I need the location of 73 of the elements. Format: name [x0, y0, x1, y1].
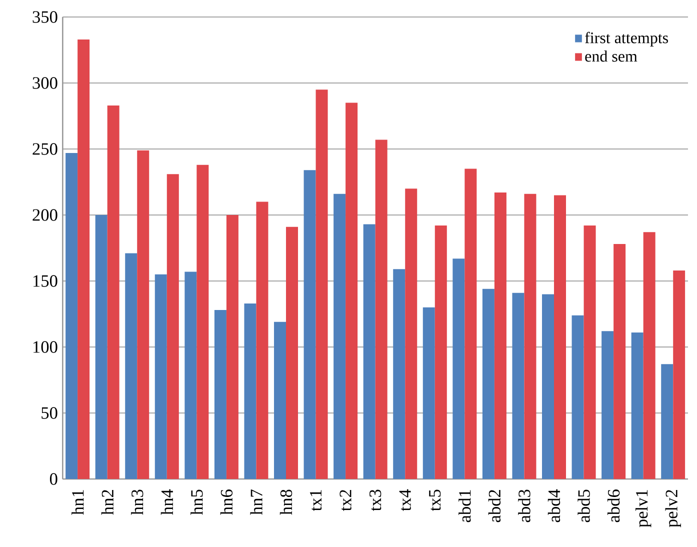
bar: [78, 39, 90, 479]
bar: [554, 195, 566, 479]
x-tick-label: tx1: [310, 490, 322, 512]
bar: [274, 322, 286, 479]
y-tick-label: 150: [33, 275, 58, 287]
bar: [643, 232, 656, 479]
bar: [452, 258, 465, 479]
y-tick-label: 350: [32, 11, 58, 23]
bar: [226, 215, 238, 479]
bar: [464, 168, 477, 479]
bar: [196, 164, 209, 479]
bar: [542, 294, 554, 479]
x-tick-label: abd1: [458, 490, 471, 522]
bar: [66, 152, 78, 479]
x-tick-label: pelv2: [665, 490, 681, 528]
bar: [584, 226, 596, 479]
y-tick-label: 250: [32, 143, 58, 155]
y-tick-label: 0: [50, 473, 58, 485]
x-tick-label: tx4: [399, 489, 411, 512]
x-tick-label: abd5: [578, 490, 590, 522]
x-tick-label: hn1: [72, 490, 84, 515]
bar: [286, 226, 298, 479]
x-tick-label: pelv1: [635, 490, 652, 528]
bar: [434, 226, 447, 479]
bar: [166, 174, 179, 479]
bar: [482, 288, 494, 479]
bar: [214, 310, 226, 479]
bar: [316, 90, 328, 479]
bar: [494, 192, 506, 479]
bar: [524, 194, 536, 479]
bar: [405, 188, 418, 479]
bar: [363, 224, 376, 479]
x-tick-label: tx2: [340, 490, 352, 512]
bar: [512, 292, 524, 479]
x-tick-label: hn6: [220, 490, 233, 515]
bar: [673, 270, 686, 479]
x-tick-label: hn2: [101, 490, 114, 515]
x-tick-label: abd2: [488, 490, 501, 522]
bar: [572, 315, 584, 479]
bar: [375, 140, 388, 479]
x-tick-label: abd6: [607, 490, 620, 522]
bar: [125, 253, 138, 479]
x-tick-label: hn8: [280, 490, 292, 515]
bar: [346, 102, 358, 479]
legend-label: first attempts: [585, 32, 668, 47]
x-tick-label: tx3: [370, 490, 382, 512]
bar: [393, 269, 406, 479]
x-tick-label: hn7: [250, 490, 262, 515]
x-tick-label: hn4: [160, 489, 173, 515]
bar: [602, 331, 614, 479]
bar: [107, 105, 120, 479]
bar: [334, 194, 346, 479]
bar: [154, 274, 167, 479]
bar: [661, 364, 674, 479]
x-tick-label: hn3: [131, 490, 144, 515]
bar: [184, 272, 197, 479]
legend-label: end sem: [585, 50, 638, 62]
bar: [614, 244, 626, 479]
bar: [256, 202, 268, 479]
x-tick-label: tx5: [429, 490, 441, 512]
bar: [244, 303, 256, 479]
y-tick-label: 200: [32, 209, 58, 221]
x-tick-label: abd3: [518, 490, 530, 522]
x-tick-label: hn5: [190, 490, 203, 515]
y-tick-label: 300: [32, 77, 58, 89]
bar: [631, 332, 644, 479]
y-tick-label: 100: [33, 341, 58, 353]
bar: [137, 150, 150, 479]
x-tick-label: abd4: [548, 489, 560, 522]
bar: [304, 170, 316, 479]
y-tick-label: 50: [42, 407, 58, 419]
bar: [422, 307, 435, 479]
bar: [95, 215, 108, 479]
